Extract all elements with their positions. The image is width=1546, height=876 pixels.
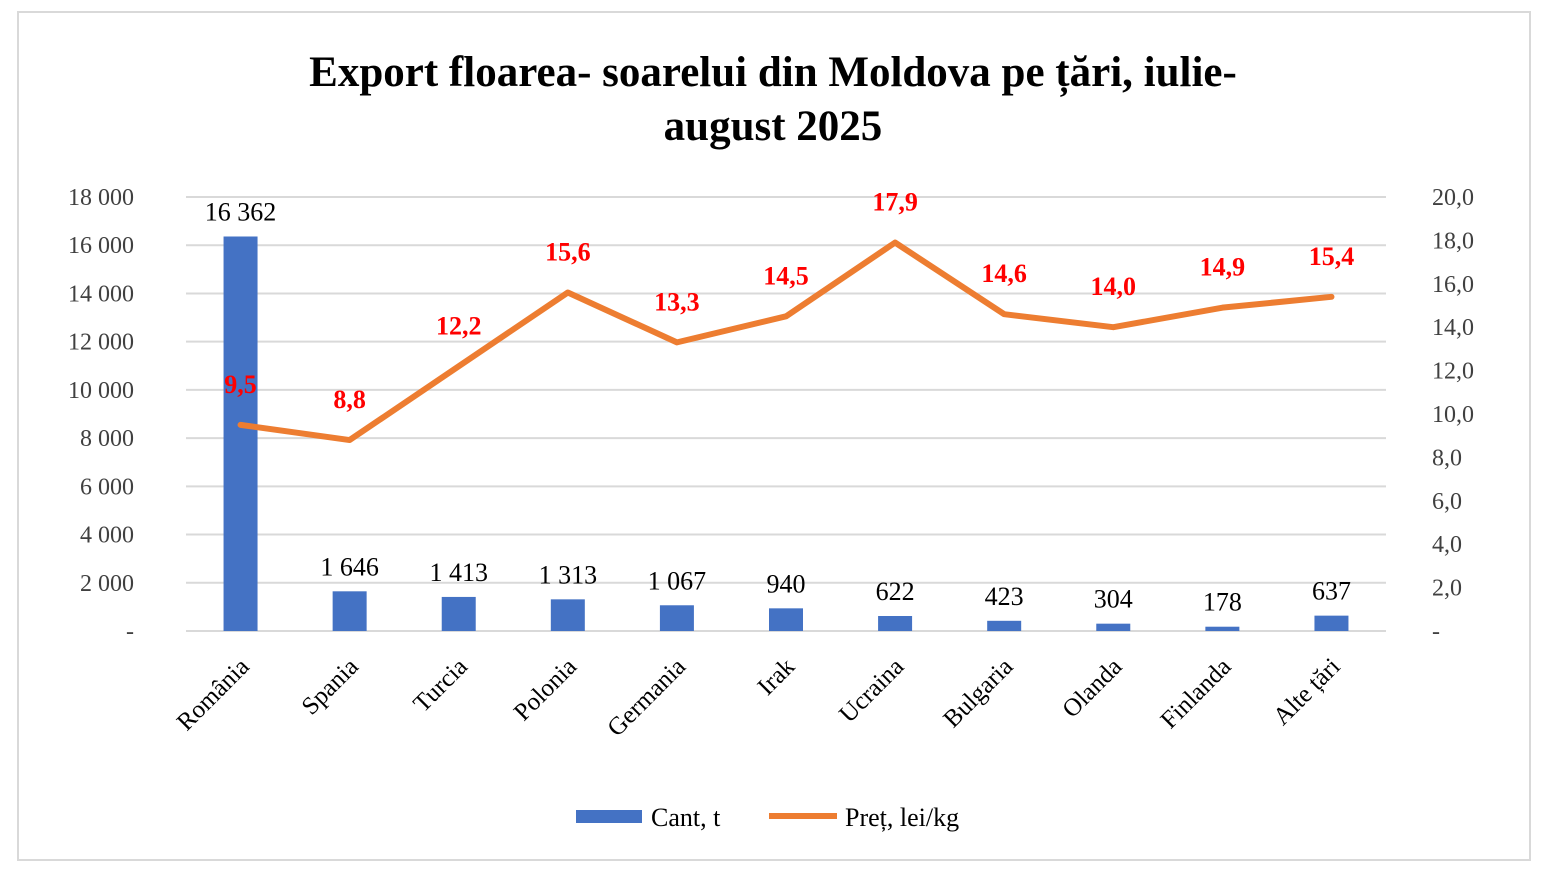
right-axis-tick-label: 16,0: [1432, 272, 1474, 298]
line-point: [347, 438, 352, 443]
bar: [223, 236, 258, 631]
bar-data-label: 1 646: [320, 552, 379, 581]
bar-series: [223, 236, 1349, 631]
chart-title-line-2: august 2025: [664, 103, 883, 150]
line-point: [674, 340, 679, 345]
left-axis-tick-label: 18 000: [68, 185, 134, 211]
category-label: Alte țări: [1268, 653, 1346, 731]
bar: [659, 605, 694, 631]
line-data-label: 13,3: [654, 287, 700, 316]
line-data-label: 12,2: [436, 311, 482, 340]
bar: [1314, 615, 1349, 631]
line-series: [237, 239, 1335, 444]
right-axis-tick-label: 2,0: [1432, 576, 1462, 602]
bar-data-label: 1 313: [539, 560, 598, 589]
chart-title: Export floarea- soarelui din Moldova pe …: [309, 49, 1237, 150]
right-axis-tick-label: 4,0: [1432, 532, 1462, 558]
legend-label-line: Preț, lei/kg: [845, 803, 959, 832]
left-axis-tick-label: 10 000: [68, 378, 134, 404]
right-axis-tick-label: 20,0: [1432, 185, 1474, 211]
bar-data-label: 1 413: [429, 558, 488, 587]
bar: [1096, 623, 1131, 631]
bar-data-label: 637: [1312, 577, 1351, 606]
bar-data-label: 304: [1094, 585, 1133, 614]
left-axis-tick-label: 16 000: [68, 233, 134, 259]
left-axis-tick-label: 8 000: [80, 426, 134, 452]
line-point: [893, 240, 898, 245]
right-axis-tick-label: 6,0: [1432, 489, 1462, 515]
bar: [550, 599, 585, 631]
bar: [987, 620, 1022, 631]
legend-label-bars: Cant, t: [651, 803, 721, 832]
left-axis-tick-label: 6 000: [80, 474, 134, 500]
bar-data-label: 16 362: [205, 197, 277, 226]
category-label: România: [172, 653, 255, 736]
category-axis: România Spania Turcia Polonia Germania Irak Uc…: [172, 653, 1346, 742]
bar: [441, 596, 476, 631]
line-point: [1111, 325, 1116, 330]
category-label: Irak: [753, 653, 801, 701]
line-data-label: 15,4: [1309, 242, 1355, 271]
line-data-label: 14,6: [981, 259, 1027, 288]
right-axis-tick-label: 8,0: [1432, 445, 1462, 471]
right-axis-tick-label: 18,0: [1432, 228, 1474, 254]
gridlines: [186, 196, 1386, 632]
chart-title-line-1: Export floarea- soarelui din Moldova pe …: [309, 49, 1237, 97]
bar-data-labels: 16 362 1 646 1 413 1 313 1 067 940 622 423 304 17…: [205, 197, 1351, 616]
line-point: [1329, 294, 1334, 299]
bar-data-label: 178: [1203, 588, 1242, 617]
line-point: [1220, 305, 1225, 310]
legend: Cant, t Preț, lei/kg: [576, 803, 959, 832]
line-data-label: 9,5: [224, 370, 257, 399]
line-point: [1002, 312, 1007, 317]
bar: [1205, 626, 1240, 631]
bar-data-label: 423: [985, 582, 1024, 611]
category-label: Spania: [297, 653, 364, 720]
right-axis-tick-label: 10,0: [1432, 402, 1474, 428]
bar-data-label: 1 067: [648, 566, 707, 595]
right-axis: - 2,0 4,0 6,0 8,0 10,0 12,0 14,0 16,0 18,0 20,0: [1432, 185, 1474, 645]
line-point: [238, 422, 243, 427]
bar: [769, 608, 803, 631]
line-data-label: 14,0: [1091, 272, 1137, 301]
line-data-label: 8,8: [333, 385, 366, 414]
bar-data-label: 940: [767, 569, 806, 598]
right-axis-tick-label: 12,0: [1432, 359, 1474, 385]
category-label: Polonia: [509, 653, 582, 726]
line-data-label: 14,5: [763, 261, 809, 290]
category-label: Turcia: [408, 653, 473, 718]
line-data-label: 15,6: [545, 237, 591, 266]
category-label: Germania: [602, 653, 691, 742]
category-label: Ucraina: [834, 653, 909, 728]
line-point: [565, 290, 570, 295]
chart-frame: [17, 11, 1531, 861]
line-data-label: 14,9: [1200, 253, 1246, 282]
right-axis-tick-label: -: [1432, 619, 1440, 645]
left-axis-tick-label: 14 000: [68, 281, 134, 307]
left-axis-tick-label: -: [126, 619, 134, 645]
right-axis-tick-label: 14,0: [1432, 315, 1474, 341]
left-axis: - 2 000 4 000 6 000 8 000 10 000 12 000 14 000 1…: [68, 185, 134, 645]
line-point: [784, 314, 788, 319]
legend-swatch-bars: [576, 810, 642, 823]
bar: [332, 591, 367, 631]
line-point: [456, 364, 461, 369]
left-axis-tick-label: 2 000: [80, 571, 134, 597]
bar: [878, 616, 913, 631]
category-label: Finlanda: [1156, 653, 1237, 734]
line-data-labels: 9,5 8,8 12,2 15,6 13,3 14,5 17,9 14,6 14,0 14,9 15…: [224, 188, 1354, 414]
bar-data-label: 622: [876, 577, 915, 606]
left-axis-tick-label: 12 000: [68, 330, 134, 356]
line-data-label: 17,9: [872, 188, 918, 217]
category-label: Bulgaria: [938, 653, 1018, 733]
category-label: Olanda: [1057, 653, 1127, 723]
left-axis-tick-label: 4 000: [80, 523, 134, 549]
